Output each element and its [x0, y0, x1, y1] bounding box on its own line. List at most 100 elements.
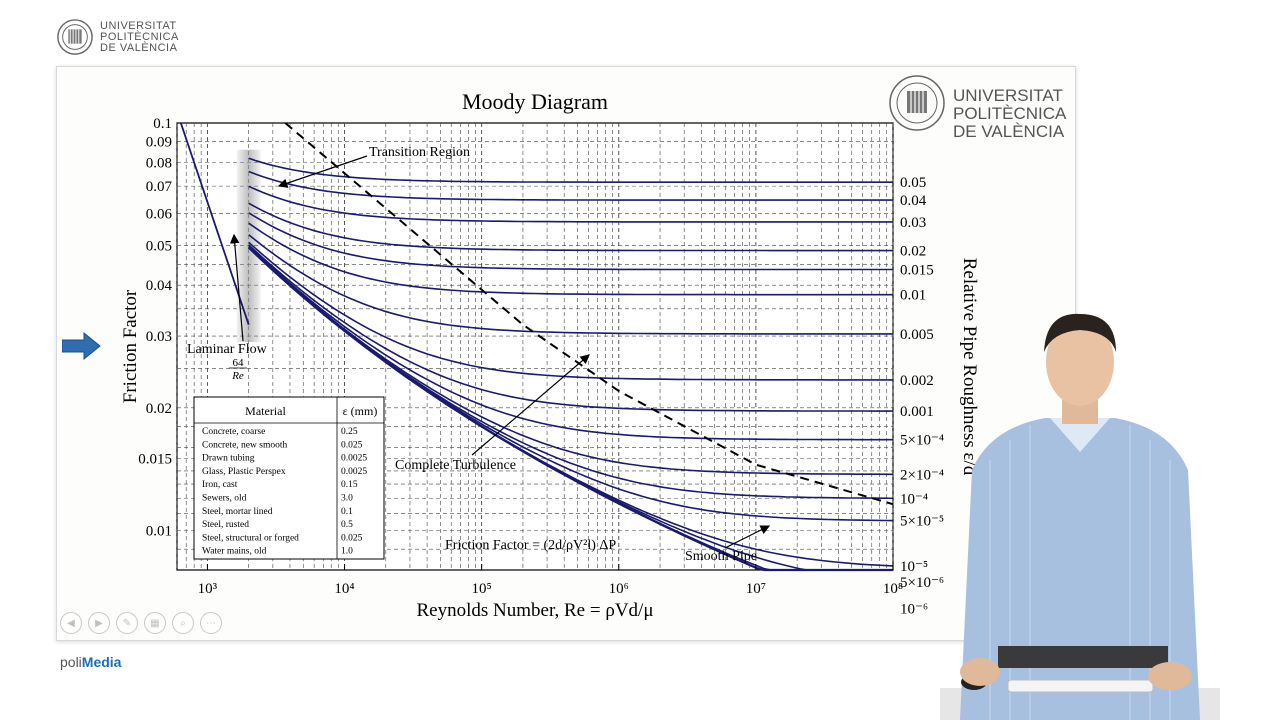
- y-tick-label: 0.1: [153, 116, 172, 132]
- slide-logo-line-3: DE VALÈNCIA: [953, 122, 1065, 141]
- slide-logo: UNIVERSITAT POLITÈCNICA DE VALÈNCIA: [889, 75, 1067, 141]
- x-tick-label: 10⁵: [472, 581, 492, 597]
- roughness-label: 10⁻⁵: [900, 559, 928, 575]
- roughness-curve: [248, 222, 893, 296]
- slide-seal-icon: [889, 75, 945, 131]
- laminar-line: [179, 122, 250, 325]
- arrow-turbulence: [471, 354, 590, 456]
- table-cell-epsilon: 3.0: [341, 494, 353, 504]
- roughness-curve: [248, 245, 893, 441]
- roughness-label: 0.02: [900, 244, 926, 260]
- roughness-label: 0.015: [900, 263, 934, 279]
- roughness-label: 10⁻⁶: [900, 602, 928, 618]
- roughness-curve: [248, 202, 893, 252]
- roughness-label: 5×10⁻⁵: [900, 514, 944, 530]
- y-tick-label: 0.06: [146, 206, 173, 222]
- annotation-laminar-numerator: 64: [233, 357, 245, 369]
- table-cell-material: Steel, structural or forged: [202, 532, 299, 543]
- roughness-label: 0.002: [900, 373, 934, 389]
- table-cell-epsilon: 0.025: [341, 440, 363, 450]
- table-cell-epsilon: 1.0: [341, 547, 353, 557]
- y-tick-label: 0.03: [146, 329, 172, 345]
- smooth-pipe-curve: [247, 246, 893, 572]
- y-tick-label: 0.04: [146, 278, 173, 294]
- table-cell-material: Iron, cast: [202, 480, 238, 490]
- y-tick-label: 0.015: [138, 452, 172, 468]
- x-tick-label: 10⁴: [334, 581, 354, 597]
- prev-icon[interactable]: ◀: [60, 612, 82, 634]
- uni-line-3: DE VALÈNCIA: [100, 41, 178, 54]
- table-cell-material: Steel, rusted: [202, 520, 249, 530]
- uni-line-2: POLITÈCNICA: [100, 30, 179, 43]
- y-tick-label: 0.02: [146, 401, 172, 417]
- roughness-label: 0.05: [900, 175, 926, 191]
- university-name: UNIVERSITAT POLITÈCNICA DE VALÈNCIA: [100, 19, 179, 54]
- x-axis-label: Reynolds Number, Re = ρVd/μ: [416, 600, 653, 621]
- table-cell-epsilon: 0.1: [341, 507, 353, 517]
- zoom-icon[interactable]: ⌕: [172, 612, 194, 634]
- annotation-turbulence: Complete Turbulence: [395, 458, 516, 473]
- slide: 0.05 0.04 0.03 0.02 0.015 0.01 0.005 0.002 0.001…: [56, 66, 1076, 641]
- roughness-label: 0.005: [900, 327, 934, 343]
- table-cell-material: Sewers, old: [202, 494, 247, 504]
- arrow-laminar: [229, 233, 244, 342]
- roughness-curve: [248, 170, 893, 201]
- roughness-label: 0.03: [900, 215, 926, 231]
- roughness-curve: [248, 185, 893, 223]
- annotation-transition: Transition Region: [369, 145, 470, 160]
- pen-icon[interactable]: ✎: [116, 612, 138, 634]
- table-cell-epsilon: 0.15: [341, 480, 358, 490]
- roughness-curve: [248, 212, 893, 271]
- roughness-curve: [248, 234, 893, 335]
- table-frame: [193, 396, 385, 560]
- y-tick-label: 0.08: [146, 155, 172, 171]
- roughness-curve: [248, 241, 893, 381]
- roughness-label: 5×10⁻⁶: [900, 575, 944, 591]
- roughness-label: 2×10⁻⁴: [900, 467, 944, 483]
- presenter-video: [940, 313, 1220, 720]
- chart-title: Moody Diagram: [462, 89, 608, 114]
- polimedia-part2: Media: [81, 654, 122, 670]
- table-cell-material: Steel, mortar lined: [202, 507, 273, 517]
- table-cell-epsilon: 0.0025: [341, 467, 367, 477]
- table-cell-material: Concrete, coarse: [202, 427, 265, 437]
- y-tick-label: 0.05: [146, 239, 172, 255]
- table-cell-epsilon: 0.5: [341, 520, 353, 530]
- slides-icon[interactable]: ▦: [144, 612, 166, 634]
- pointer-arrow-icon: [62, 331, 101, 361]
- slide-logo-line-1: UNIVERSITAT: [953, 86, 1063, 105]
- table-header-epsilon: ε (mm): [343, 404, 378, 418]
- roughness-label: 0.001: [900, 404, 934, 420]
- roughness-label: 10⁻⁴: [900, 491, 928, 507]
- annotation-laminar-denominator: Re: [231, 370, 244, 382]
- uni-line-1: UNIVERSITAT: [100, 19, 177, 32]
- table-cell-material: Drawn tubing: [202, 454, 255, 464]
- arrow-transition: [277, 155, 368, 188]
- next-icon[interactable]: ▶: [88, 612, 110, 634]
- table-cell-material: Water mains, old: [202, 547, 267, 557]
- slide-logo-line-2: POLITÈCNICA: [953, 104, 1067, 123]
- polimedia-part1: poli: [60, 654, 82, 670]
- roughness-label: 0.01: [900, 288, 926, 304]
- y-tick-label: 0.01: [146, 524, 172, 540]
- table-header-material: Material: [245, 404, 286, 418]
- table-cell-epsilon: 0.25: [341, 427, 358, 437]
- roughness-label: 5×10⁻⁴: [900, 433, 944, 449]
- arrow-smooth: [724, 525, 771, 549]
- y-tick-label: 0.09: [146, 135, 172, 151]
- roughness-curve: [248, 157, 893, 183]
- y2-axis-label: Relative Pipe Roughness ε/d: [959, 258, 980, 476]
- annotation-friction-formula: Friction Factor = (2d/ρV²l) ΔP: [445, 538, 616, 553]
- x-tick-label: 10⁷: [746, 581, 766, 597]
- x-tick-label: 10³: [198, 581, 218, 597]
- moody-diagram-chart: 0.05 0.04 0.03 0.02 0.015 0.01 0.005 0.002 0.001…: [120, 75, 1067, 621]
- table-cell-material: Glass, Plastic Perspex: [202, 467, 286, 477]
- header-logo: UNIVERSITAT POLITÈCNICA DE VALÈNCIA: [56, 18, 179, 56]
- annotation-smooth-pipe: Smooth Pipe: [685, 549, 757, 564]
- more-icon[interactable]: ⋯: [200, 612, 222, 634]
- table-cell-epsilon: 0.025: [341, 533, 363, 543]
- annotation-laminar: Laminar Flow: [187, 342, 268, 357]
- table-cell-material: Concrete, new smooth: [202, 440, 287, 450]
- roughness-curve: [248, 244, 893, 412]
- university-seal-icon: [57, 19, 93, 55]
